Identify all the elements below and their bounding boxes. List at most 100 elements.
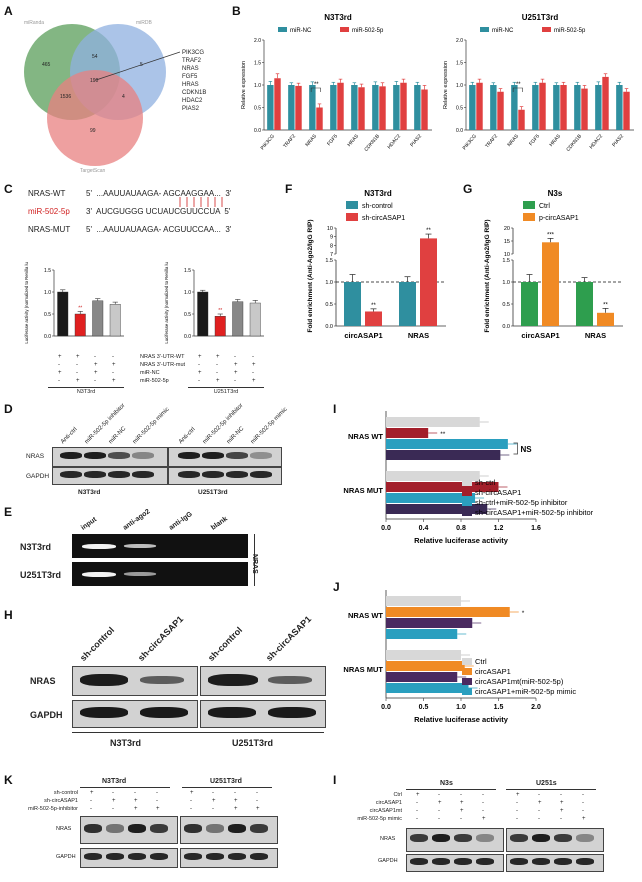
sign-cell: - — [76, 370, 78, 376]
panel-label-i: I — [333, 402, 337, 416]
sign-cell: - — [582, 792, 584, 798]
sign-cell: - — [560, 792, 562, 798]
sign-cell: + — [58, 354, 62, 360]
group-line — [506, 789, 596, 790]
sign-cell: - — [190, 806, 192, 812]
nras-mut-label: NRAS-MUT — [28, 225, 71, 234]
blot-row-label: GAPDH — [56, 854, 76, 860]
lane-label: sh-control — [206, 624, 245, 664]
sign-cell: + — [112, 798, 116, 804]
blot-band — [206, 853, 224, 860]
row-label: NRAS 3'-UTR-WT — [140, 354, 185, 360]
significance-mark: * — [522, 610, 525, 617]
sign-cell: - — [516, 800, 518, 806]
blot-band — [268, 676, 312, 684]
lane-label: input — [80, 516, 99, 532]
legend-swatch — [346, 201, 358, 209]
blot-band — [106, 853, 124, 860]
sign-cell: - — [582, 808, 584, 814]
y-axis-label: Relative expression — [241, 61, 247, 109]
sign-cell: + — [482, 816, 486, 822]
y-tick-label: 1.0 — [456, 83, 463, 89]
x-tick-label: 0.0 — [381, 704, 391, 711]
row-label: sh-control — [53, 790, 78, 796]
blot-band — [208, 674, 258, 686]
y-tick-label: 0.5 — [456, 106, 463, 112]
blot-band — [454, 834, 472, 842]
blot-band — [208, 707, 256, 718]
x-tick-label: circASAP1 — [344, 331, 382, 340]
sign-cell: - — [94, 378, 96, 384]
bar — [576, 282, 593, 326]
sign-cell: - — [112, 354, 114, 360]
bar — [386, 683, 469, 693]
bar — [553, 85, 560, 130]
blot-band — [432, 858, 450, 865]
bar — [386, 450, 501, 460]
bar — [521, 282, 538, 326]
sign-cell: + — [256, 806, 260, 812]
sign-cell: - — [482, 808, 484, 814]
gel-row-label: U251T3rd — [20, 570, 62, 580]
bar — [337, 82, 344, 130]
sign-cell: + — [560, 808, 564, 814]
sign-cell: + — [134, 798, 138, 804]
blot-band — [132, 452, 154, 459]
sign-cell: - — [112, 806, 114, 812]
gene-label: FGF5 — [182, 74, 198, 80]
legend-label: miR-502-5p — [352, 28, 384, 34]
x-tick-label: NRAS — [408, 331, 429, 340]
blot-row-label: GAPDH — [26, 473, 50, 480]
sign-cell: + — [134, 806, 138, 812]
row-label: sh-circASAP1 — [44, 798, 78, 804]
sign-cell: + — [460, 808, 464, 814]
x-tick-label: NRAS — [585, 331, 606, 340]
blot-band — [206, 824, 224, 833]
blot-band — [250, 471, 272, 478]
legend-swatch — [462, 499, 472, 506]
sign-cell: - — [94, 354, 96, 360]
sign-grid: + + + + - - - - - - - - + + + + + + - - + + - - - - + + - - + + — [10, 354, 280, 388]
row-label: miR-502-5p-inhibitor — [28, 806, 78, 812]
sign-cell: - — [460, 792, 462, 798]
chart-f-rip: N3T3rd sh-control sh-circASAP1 0.0 0.5 1.0 1.5… — [307, 189, 446, 340]
y-tick-label: 0.5 — [325, 302, 333, 308]
sign-cell: + — [216, 354, 220, 360]
row-label: NRAS 3'-UTR-mut — [140, 362, 186, 368]
y-tick-label: 0.0 — [184, 334, 191, 340]
bar — [386, 596, 461, 606]
sign-cell: + — [156, 806, 160, 812]
chart-b-u251t3rd: U251T3rd miR-NC miR-502-5p 0.0 0.5 1.0 1.5 2.0 R… — [443, 13, 634, 153]
bar — [386, 482, 499, 492]
sign-cell: + — [76, 378, 80, 384]
sign-cell: - — [416, 816, 418, 822]
chart-c-n3t3rd: 0.0 0.5 1.0 1.5 Relative Luciferase activity… — [24, 262, 124, 344]
venn-count: 465 — [42, 62, 51, 68]
sign-cell: + — [416, 792, 420, 798]
bar — [386, 661, 465, 671]
blot-band — [226, 471, 248, 478]
gene-label: HRAS — [182, 82, 199, 88]
x-tick-label: NRAS — [304, 133, 318, 148]
blot-band — [250, 452, 272, 459]
significance-mark: ** — [218, 308, 222, 314]
venn-count: 190 — [90, 78, 99, 84]
x-tick-label: CDKN1B — [565, 133, 583, 153]
group-line — [182, 787, 272, 788]
bar — [249, 302, 261, 337]
blot-band — [80, 674, 128, 686]
bar — [399, 282, 416, 326]
category-label: NRAS MUT — [343, 486, 383, 495]
sign-cell: + — [538, 800, 542, 806]
sign-cell: + — [582, 816, 586, 822]
bar — [386, 618, 473, 628]
x-tick-label: 1.2 — [494, 525, 504, 532]
mir-label: miR-502-5p — [28, 207, 70, 216]
legend-label: Ctrl — [539, 203, 550, 210]
legend-swatch — [523, 201, 535, 209]
blot-band — [150, 824, 168, 833]
legend-label: circASAP1+miR-502-5p mimic — [475, 687, 576, 696]
gel-band — [124, 544, 156, 548]
gel-bracket — [254, 534, 255, 586]
blot-band — [410, 834, 428, 842]
